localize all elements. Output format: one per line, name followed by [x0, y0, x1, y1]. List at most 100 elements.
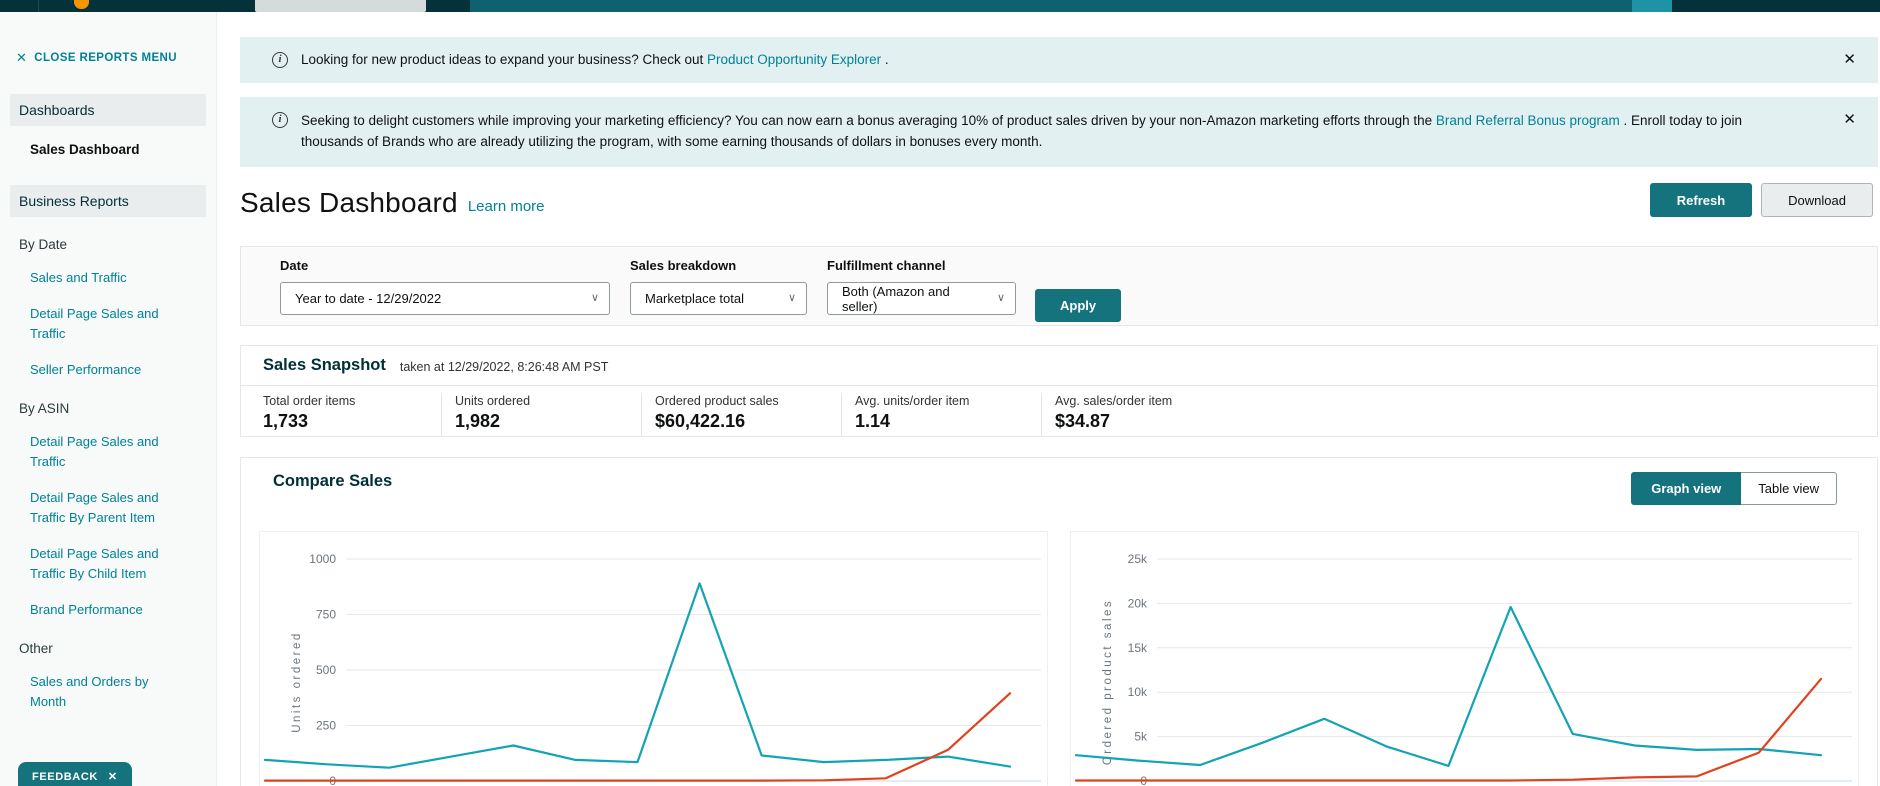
sales-snapshot-title: Sales Snapshot [263, 356, 386, 375]
topbar-search-input[interactable] [470, 0, 1632, 12]
metric-value: $34.87 [1055, 411, 1241, 432]
close-icon: ✕ [16, 50, 27, 66]
topbar-search-button[interactable] [1632, 0, 1672, 12]
compare-sales-title: Compare Sales [273, 472, 392, 491]
chevron-down-icon: ∨ [591, 291, 599, 304]
units-ordered-chart: 02505007501000Units ordered [259, 531, 1048, 786]
metric-value: 1,733 [263, 411, 441, 432]
banner-text: Seeking to delight customers while impro… [301, 111, 1843, 153]
metric-label: Units ordered [455, 394, 641, 408]
fulfillment-channel-filter-group: Fulfillment channel Both (Amazon and sel… [827, 258, 1016, 325]
sidebar-item-detail-page-parent-item[interactable]: Detail Page Sales and Traffic By Parent … [30, 488, 174, 528]
units-ordered-chart-svg: 02505007501000Units ordered [260, 532, 1049, 786]
apply-button[interactable]: Apply [1035, 289, 1121, 322]
reports-sidebar: ✕ CLOSE REPORTS MENU Dashboards Sales Da… [0, 12, 217, 786]
notification-banner-brand-referral-bonus: i Seeking to delight customers while imp… [240, 97, 1878, 167]
close-icon[interactable]: ✕ [1843, 51, 1856, 69]
close-reports-menu-button[interactable]: ✕ CLOSE REPORTS MENU [16, 50, 216, 66]
feedback-button[interactable]: FEEDBACK ✕ [18, 762, 132, 786]
sidebar-item-detail-page-sales-and-traffic-asin[interactable]: Detail Page Sales and Traffic [30, 432, 174, 472]
sales-breakdown-value: Marketplace total [645, 291, 744, 306]
topbar-account-select[interactable] [255, 0, 426, 12]
close-icon[interactable]: ✕ [1843, 111, 1856, 129]
sidebar-item-sales-and-orders-by-month[interactable]: Sales and Orders by Month [30, 672, 174, 712]
svg-text:15k: 15k [1128, 641, 1148, 655]
chevron-down-icon: ∨ [997, 291, 1005, 304]
close-icon: ✕ [108, 770, 118, 783]
metric-total-order-items: Total order items 1,733 [241, 394, 441, 437]
learn-more-link[interactable]: Learn more [468, 198, 545, 215]
page: ✕ CLOSE REPORTS MENU Dashboards Sales Da… [0, 0, 1880, 786]
metric-label: Ordered product sales [655, 394, 841, 408]
svg-text:1000: 1000 [309, 552, 336, 566]
svg-text:Units ordered: Units ordered [291, 631, 303, 733]
feedback-label: FEEDBACK [32, 771, 98, 783]
chevron-down-icon: ∨ [788, 291, 796, 304]
sidebar-item-detail-page-sales-and-traffic[interactable]: Detail Page Sales and Traffic [30, 304, 174, 344]
notification-banner-product-opportunity: i Looking for new product ideas to expan… [240, 37, 1878, 83]
svg-text:Ordered product sales: Ordered product sales [1102, 599, 1114, 765]
date-select[interactable]: Year to date - 12/29/2022 ∨ [280, 282, 610, 315]
sidebar-subheader-by-date: By Date [19, 237, 202, 252]
metric-label: Total order items [263, 394, 441, 408]
product-opportunity-explorer-link[interactable]: Product Opportunity Explorer [707, 52, 881, 67]
top-nav-bar [0, 0, 1880, 12]
sidebar-section-business-reports: Business Reports [10, 185, 206, 217]
metric-label: Avg. sales/order item [1055, 394, 1241, 408]
refresh-button[interactable]: Refresh [1650, 183, 1752, 217]
fulfillment-channel-value: Both (Amazon and seller) [842, 284, 985, 314]
svg-text:20k: 20k [1128, 596, 1148, 610]
date-select-value: Year to date - 12/29/2022 [295, 291, 441, 306]
banner-text-before: Seeking to delight customers while impro… [301, 113, 1436, 128]
metric-value: $60,422.16 [655, 411, 841, 432]
graph-view-button[interactable]: Graph view [1631, 472, 1741, 505]
sidebar-subheader-by-asin: By ASIN [19, 401, 202, 416]
brand-referral-bonus-link[interactable]: Brand Referral Bonus program [1436, 113, 1620, 128]
sidebar-item-detail-page-child-item[interactable]: Detail Page Sales and Traffic By Child I… [30, 544, 174, 584]
banner-text: Looking for new product ideas to expand … [301, 50, 939, 71]
date-filter-group: Date Year to date - 12/29/2022 ∨ [280, 258, 610, 325]
svg-text:25k: 25k [1128, 552, 1148, 566]
filter-bar: Date Year to date - 12/29/2022 ∨ Sales b… [240, 246, 1878, 326]
sales-breakdown-filter-group: Sales breakdown Marketplace total ∨ [630, 258, 807, 325]
close-reports-menu-label: CLOSE REPORTS MENU [34, 52, 177, 64]
svg-text:750: 750 [316, 608, 336, 622]
svg-text:5k: 5k [1134, 730, 1148, 744]
charts-row: 02505007501000Units ordered 05k10k15k20k… [241, 531, 1877, 786]
main-content: i Looking for new product ideas to expan… [217, 12, 1880, 786]
metric-value: 1.14 [855, 411, 1041, 432]
metric-units-ordered: Units ordered 1,982 [441, 394, 641, 437]
snapshot-metrics-row: Total order items 1,733 Units ordered 1,… [241, 386, 1877, 437]
sidebar-item-sales-and-traffic[interactable]: Sales and Traffic [30, 268, 174, 288]
svg-text:250: 250 [316, 719, 336, 733]
fulfillment-channel-select[interactable]: Both (Amazon and seller) ∨ [827, 282, 1016, 315]
ordered-product-sales-chart-svg: 05k10k15k20k25kOrdered product sales [1071, 532, 1860, 786]
date-filter-label: Date [280, 258, 610, 273]
metric-avg-units-per-order-item: Avg. units/order item 1.14 [841, 394, 1041, 437]
sales-snapshot-card: Sales Snapshot taken at 12/29/2022, 8:26… [240, 345, 1878, 437]
ordered-product-sales-chart: 05k10k15k20k25kOrdered product sales [1070, 531, 1859, 786]
metric-label: Avg. units/order item [855, 394, 1041, 408]
sidebar-item-brand-performance[interactable]: Brand Performance [30, 600, 174, 620]
download-button[interactable]: Download [1761, 183, 1873, 217]
page-header: Sales Dashboard Learn more Refresh Downl… [240, 183, 1878, 219]
amazon-logo-icon [74, 0, 89, 9]
metric-ordered-product-sales: Ordered product sales $60,422.16 [641, 394, 841, 437]
svg-text:500: 500 [316, 663, 336, 677]
sidebar-item-sales-dashboard[interactable]: Sales Dashboard [30, 142, 202, 157]
sidebar-item-seller-performance[interactable]: Seller Performance [30, 360, 174, 380]
metric-value: 1,982 [455, 411, 641, 432]
table-view-button[interactable]: Table view [1741, 472, 1837, 505]
page-title: Sales Dashboard [240, 187, 458, 219]
info-icon: i [272, 52, 288, 68]
view-toggle: Graph view Table view [1631, 472, 1837, 505]
banner-text-after: . [881, 52, 889, 67]
sales-breakdown-select[interactable]: Marketplace total ∨ [630, 282, 807, 315]
sales-breakdown-label: Sales breakdown [630, 258, 807, 273]
sidebar-section-dashboards: Dashboards [10, 94, 206, 126]
compare-sales-card: Compare Sales Graph view Table view 0250… [240, 457, 1878, 786]
svg-text:10k: 10k [1128, 685, 1148, 699]
snapshot-timestamp: taken at 12/29/2022, 8:26:48 AM PST [400, 360, 608, 374]
topbar-divider [38, 0, 39, 12]
sidebar-subheader-other: Other [19, 641, 202, 656]
